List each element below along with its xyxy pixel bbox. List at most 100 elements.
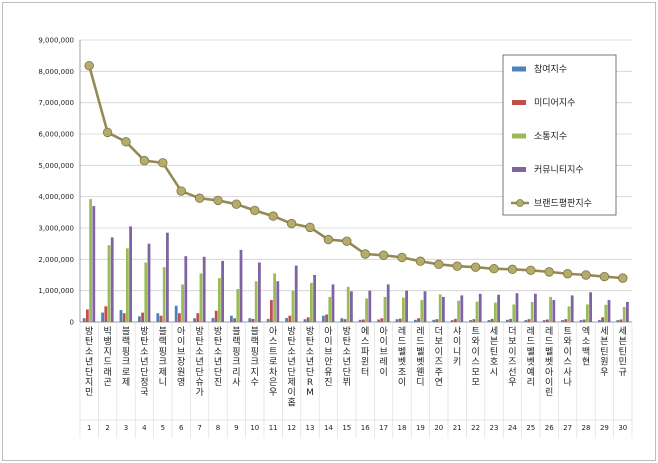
- bar-3: [622, 306, 626, 322]
- bar-1: [211, 317, 215, 322]
- bar-1: [174, 305, 178, 322]
- bar-2: [343, 319, 347, 322]
- bar-1: [616, 320, 620, 322]
- legend-swatch: [512, 100, 526, 105]
- legend-label: 참여지수: [534, 63, 567, 75]
- bar-2: [233, 318, 236, 322]
- brand-index-point: [507, 264, 518, 275]
- bar-4: [607, 300, 611, 322]
- bar-1: [193, 318, 196, 322]
- brand-index-point: [139, 155, 150, 166]
- bar-2: [362, 319, 365, 322]
- rank-number: 6: [179, 424, 184, 432]
- bar-1: [469, 320, 472, 322]
- bar-3: [604, 304, 608, 322]
- bar-1: [506, 319, 509, 322]
- bar-3: [420, 300, 424, 322]
- bar-1: [414, 319, 417, 322]
- bar-2: [86, 309, 89, 322]
- rank-number: 13: [306, 424, 315, 432]
- legend-swatch: [512, 133, 526, 139]
- rank-number: 4: [142, 424, 147, 432]
- bar-2: [398, 318, 402, 322]
- bar-3: [530, 301, 534, 322]
- bar-4: [110, 237, 114, 322]
- rank-number: 2: [105, 424, 109, 432]
- bar-4: [147, 243, 151, 322]
- legend-marker-swatch: [516, 199, 524, 207]
- bar-4: [239, 249, 243, 322]
- bar-4: [386, 284, 390, 322]
- bar-3: [512, 304, 516, 322]
- bar-2: [141, 312, 144, 322]
- brand-index-point: [452, 261, 462, 271]
- bar-2: [104, 306, 108, 322]
- bar-4: [405, 290, 408, 322]
- bar-4: [166, 232, 169, 322]
- brand-index-point: [415, 256, 426, 266]
- brand-index-point: [342, 236, 352, 246]
- bar-3: [273, 273, 276, 322]
- bar-4: [221, 260, 224, 322]
- bar-1: [542, 320, 546, 322]
- bar-1: [561, 320, 564, 322]
- rank-number: 18: [398, 424, 407, 432]
- bar-1: [156, 313, 160, 322]
- bar-3: [438, 294, 442, 322]
- bar-4: [552, 300, 556, 322]
- legend-label: 미디어지수: [534, 98, 575, 109]
- brand-index-point: [618, 273, 628, 283]
- bar-2: [435, 319, 439, 322]
- bar-3: [310, 282, 313, 322]
- bar-1: [598, 320, 601, 322]
- bar-2: [601, 317, 604, 322]
- brand-index-point: [194, 193, 205, 203]
- bar-1: [138, 316, 141, 322]
- bar-3: [218, 278, 221, 322]
- rank-number: 28: [582, 424, 591, 432]
- bar-4: [626, 301, 629, 322]
- brand-index-point: [158, 158, 168, 168]
- rank-number: 30: [618, 424, 627, 432]
- bar-3: [126, 248, 129, 322]
- bar-2: [251, 318, 255, 322]
- bar-2: [490, 318, 494, 322]
- bar-4: [460, 295, 464, 322]
- bar-3: [199, 273, 203, 322]
- bar-3: [567, 306, 571, 322]
- y-tick-label: 5,000,000: [38, 162, 74, 170]
- bar-2: [214, 310, 218, 322]
- bar-1: [487, 320, 491, 322]
- bar-4: [368, 290, 372, 322]
- bar-3: [549, 296, 552, 322]
- brand-index-point: [286, 218, 297, 229]
- brand-index-point: [268, 211, 278, 221]
- bar-1: [340, 318, 344, 322]
- bar-2: [454, 318, 457, 322]
- bar-2: [178, 313, 181, 322]
- bar-2: [472, 319, 476, 322]
- y-tick-label: 0: [70, 319, 74, 327]
- rank-number: 29: [600, 424, 609, 432]
- rank-number: 15: [342, 424, 351, 432]
- bar-2: [509, 318, 512, 322]
- bar-4: [184, 256, 188, 322]
- bar-3: [162, 267, 166, 322]
- brand-index-point: [489, 264, 499, 274]
- brand-index-point: [84, 60, 94, 71]
- y-tick-label: 6,000,000: [38, 131, 74, 139]
- rank-number: 12: [287, 424, 296, 432]
- rank-number: 26: [545, 424, 554, 432]
- bar-1: [119, 310, 123, 322]
- bar-4: [313, 275, 316, 322]
- bar-3: [254, 281, 258, 322]
